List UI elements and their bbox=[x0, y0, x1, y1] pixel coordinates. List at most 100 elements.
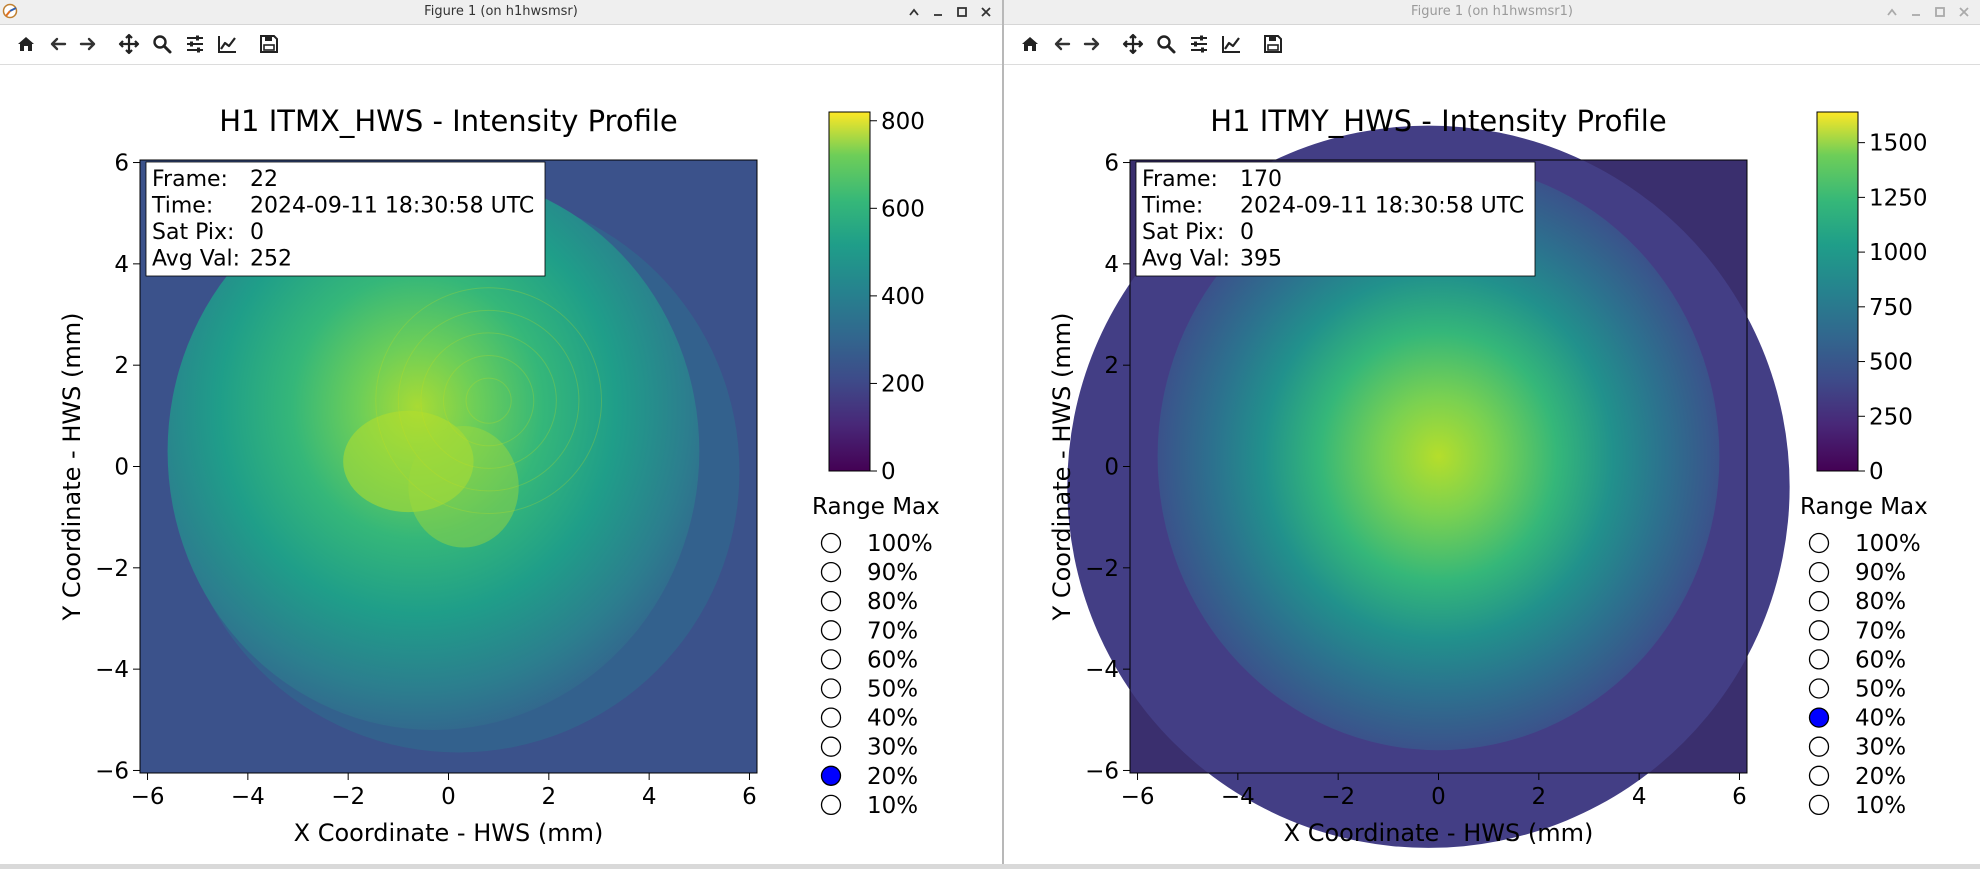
figure: −6 −4 −2 0 2 4 6 6 4 2 0 −2 −4 −6 X Coordinate - HWS (… bbox=[58, 104, 940, 847]
radio-button[interactable] bbox=[820, 794, 842, 816]
info-avg-value: 395 bbox=[1240, 247, 1282, 272]
x-tick-label: −2 bbox=[331, 784, 365, 810]
window-titlebar[interactable]: Figure 1 (on h1hwsmsr) bbox=[0, 0, 1002, 25]
fringe-ring bbox=[397, 309, 580, 492]
forward-button[interactable] bbox=[74, 30, 102, 58]
range-option-20pct[interactable]: 20% bbox=[1808, 764, 1907, 790]
range-option-20pct[interactable]: 20% bbox=[820, 764, 919, 790]
zoom-button[interactable] bbox=[1152, 30, 1180, 58]
radio-button[interactable] bbox=[820, 765, 842, 786]
window-shade-button[interactable] bbox=[904, 2, 924, 22]
range-option-90pct[interactable]: 90% bbox=[1808, 560, 1907, 586]
window-shade-button[interactable] bbox=[1882, 2, 1902, 22]
minimize-icon bbox=[1912, 14, 1920, 16]
x-tick-label: 2 bbox=[542, 784, 557, 810]
colorbar-tick-label: 500 bbox=[1869, 350, 1913, 376]
home-button[interactable] bbox=[1016, 30, 1044, 58]
forward-button[interactable] bbox=[1078, 30, 1106, 58]
range-option-100pct[interactable]: 100% bbox=[1808, 531, 1921, 557]
edit-axis-button[interactable] bbox=[213, 30, 241, 58]
window-minimize-button[interactable] bbox=[1906, 2, 1926, 22]
save-button[interactable] bbox=[1259, 30, 1287, 58]
radio-button[interactable] bbox=[1808, 736, 1830, 757]
radio-button[interactable] bbox=[1808, 591, 1830, 612]
save-button[interactable] bbox=[255, 30, 283, 58]
figure-canvas[interactable]: −6 −4 −2 0 2 4 6 6 4 2 0 −2 −4 −6 X Coordinate - HWS (… bbox=[1004, 65, 1980, 864]
info-sat-label: Sat Pix: bbox=[152, 220, 234, 245]
figure-canvas[interactable]: −6 −4 −2 0 2 4 6 6 4 2 0 −2 −4 −6 X Coordinate - HWS (… bbox=[0, 65, 1002, 864]
radio-button[interactable] bbox=[820, 678, 842, 699]
radio-button[interactable] bbox=[1808, 794, 1830, 816]
range-option-label: 80% bbox=[1855, 589, 1906, 615]
x-tick-label: 2 bbox=[1532, 784, 1547, 810]
home-button[interactable] bbox=[12, 30, 40, 58]
range-option-30pct[interactable]: 30% bbox=[820, 735, 919, 761]
forward-icon bbox=[1083, 37, 1100, 51]
back-button[interactable] bbox=[1048, 30, 1076, 58]
back-button[interactable] bbox=[44, 30, 72, 58]
radio-button[interactable] bbox=[820, 707, 842, 728]
range-option-70pct[interactable]: 70% bbox=[820, 618, 919, 644]
window-separator bbox=[1002, 0, 1004, 869]
colorbar-tick-label: 0 bbox=[881, 459, 896, 485]
radio-button[interactable] bbox=[820, 591, 842, 612]
radio-button[interactable] bbox=[820, 532, 842, 554]
range-option-70pct[interactable]: 70% bbox=[1808, 618, 1907, 644]
range-option-10pct[interactable]: 10% bbox=[820, 793, 919, 819]
edit-axis-button[interactable] bbox=[1217, 30, 1245, 58]
y-tick-label: 4 bbox=[1104, 252, 1119, 278]
range-option-30pct[interactable]: 30% bbox=[1808, 735, 1907, 761]
home-icon bbox=[1022, 37, 1038, 51]
info-avg-value: 252 bbox=[250, 247, 292, 272]
range-option-90pct[interactable]: 90% bbox=[820, 560, 919, 586]
radio-button[interactable] bbox=[820, 620, 842, 641]
range-option-40pct[interactable]: 40% bbox=[820, 706, 919, 732]
bottom-border bbox=[0, 864, 1980, 869]
info-sat-value: 0 bbox=[1240, 220, 1254, 245]
range-max-title: Range Max bbox=[812, 494, 940, 520]
radio-button[interactable] bbox=[1808, 678, 1830, 699]
pan-button[interactable] bbox=[1119, 30, 1147, 58]
x-tick-label: −6 bbox=[131, 784, 165, 810]
range-option-80pct[interactable]: 80% bbox=[820, 589, 919, 615]
radio-button[interactable] bbox=[1808, 649, 1830, 670]
range-option-100pct[interactable]: 100% bbox=[820, 531, 933, 557]
range-option-50pct[interactable]: 50% bbox=[820, 677, 919, 703]
maximize-icon bbox=[1935, 7, 1945, 17]
radio-button[interactable] bbox=[820, 649, 842, 670]
window-maximize-button[interactable] bbox=[952, 2, 972, 22]
range-option-50pct[interactable]: 50% bbox=[1808, 677, 1907, 703]
range-option-80pct[interactable]: 80% bbox=[1808, 589, 1907, 615]
configure-subplots-button[interactable] bbox=[181, 30, 209, 58]
radio-button[interactable] bbox=[820, 561, 842, 583]
range-option-label: 40% bbox=[1855, 706, 1906, 732]
zoom-button[interactable] bbox=[148, 30, 176, 58]
x-tick-label: 4 bbox=[1632, 784, 1647, 810]
radio-button[interactable] bbox=[1808, 707, 1830, 728]
info-time-value: 2024-09-11 18:30:58 UTC bbox=[1240, 194, 1524, 219]
close-icon bbox=[1959, 7, 1969, 17]
window-close-button[interactable] bbox=[1954, 2, 1974, 22]
window-close-button[interactable] bbox=[976, 2, 996, 22]
window-titlebar[interactable]: Figure 1 (on h1hwsmsr1) bbox=[1004, 0, 1980, 25]
range-option-40pct[interactable]: 40% bbox=[1808, 706, 1907, 732]
range-option-10pct[interactable]: 10% bbox=[1808, 793, 1907, 819]
pan-button[interactable] bbox=[115, 30, 143, 58]
radio-button[interactable] bbox=[820, 736, 842, 757]
radio-button[interactable] bbox=[1808, 532, 1830, 554]
x-tick-label: 0 bbox=[1431, 784, 1446, 810]
radio-button[interactable] bbox=[1808, 561, 1830, 583]
window-maximize-button[interactable] bbox=[1930, 2, 1950, 22]
configure-subplots-button[interactable] bbox=[1185, 30, 1213, 58]
radio-button[interactable] bbox=[1808, 620, 1830, 641]
colorbar-tick-label: 750 bbox=[1869, 295, 1913, 321]
window-controls bbox=[1882, 2, 1974, 22]
window-minimize-button[interactable] bbox=[928, 2, 948, 22]
range-option-60pct[interactable]: 60% bbox=[820, 647, 919, 673]
back-icon bbox=[1054, 37, 1071, 51]
range-option-label: 30% bbox=[867, 735, 918, 761]
figure-window-left: Figure 1 (on h1hwsmsr) −6 −4 −2 0 2 4 6 6 4 2 0 −2 −4… bbox=[0, 0, 1002, 864]
radio-button[interactable] bbox=[1808, 765, 1830, 786]
pan-icon bbox=[1122, 33, 1144, 55]
range-option-60pct[interactable]: 60% bbox=[1808, 647, 1907, 673]
